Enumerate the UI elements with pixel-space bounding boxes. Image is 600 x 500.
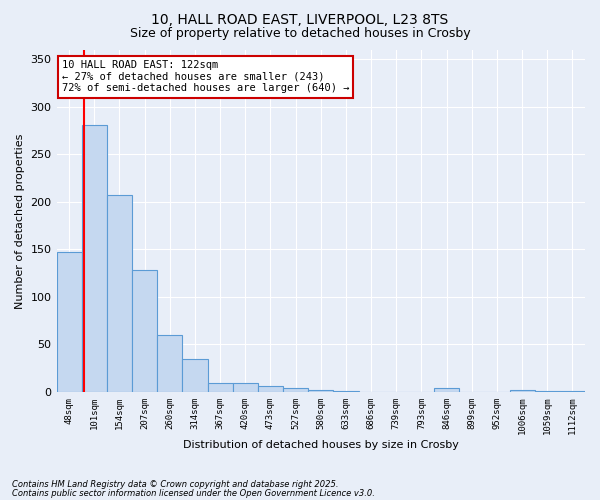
Bar [334,391,359,392]
Text: Contains HM Land Registry data © Crown copyright and database right 2025.: Contains HM Land Registry data © Crown c… [12,480,338,489]
Bar [258,386,283,392]
Bar [132,270,157,392]
Text: 10, HALL ROAD EAST, LIVERPOOL, L23 8TS: 10, HALL ROAD EAST, LIVERPOOL, L23 8TS [151,12,449,26]
Bar [509,390,535,392]
Bar [535,391,560,392]
Bar [208,384,233,392]
Y-axis label: Number of detached properties: Number of detached properties [15,134,25,308]
X-axis label: Distribution of detached houses by size in Crosby: Distribution of detached houses by size … [183,440,459,450]
Bar [157,335,182,392]
Bar [107,196,132,392]
Bar [82,125,107,392]
Bar [560,391,585,392]
Text: Size of property relative to detached houses in Crosby: Size of property relative to detached ho… [130,28,470,40]
Text: 10 HALL ROAD EAST: 122sqm
← 27% of detached houses are smaller (243)
72% of semi: 10 HALL ROAD EAST: 122sqm ← 27% of detac… [62,60,349,94]
Bar [233,384,258,392]
Text: Contains public sector information licensed under the Open Government Licence v3: Contains public sector information licen… [12,489,375,498]
Bar [434,388,459,392]
Bar [56,252,82,392]
Bar [308,390,334,392]
Bar [182,358,208,392]
Bar [283,388,308,392]
